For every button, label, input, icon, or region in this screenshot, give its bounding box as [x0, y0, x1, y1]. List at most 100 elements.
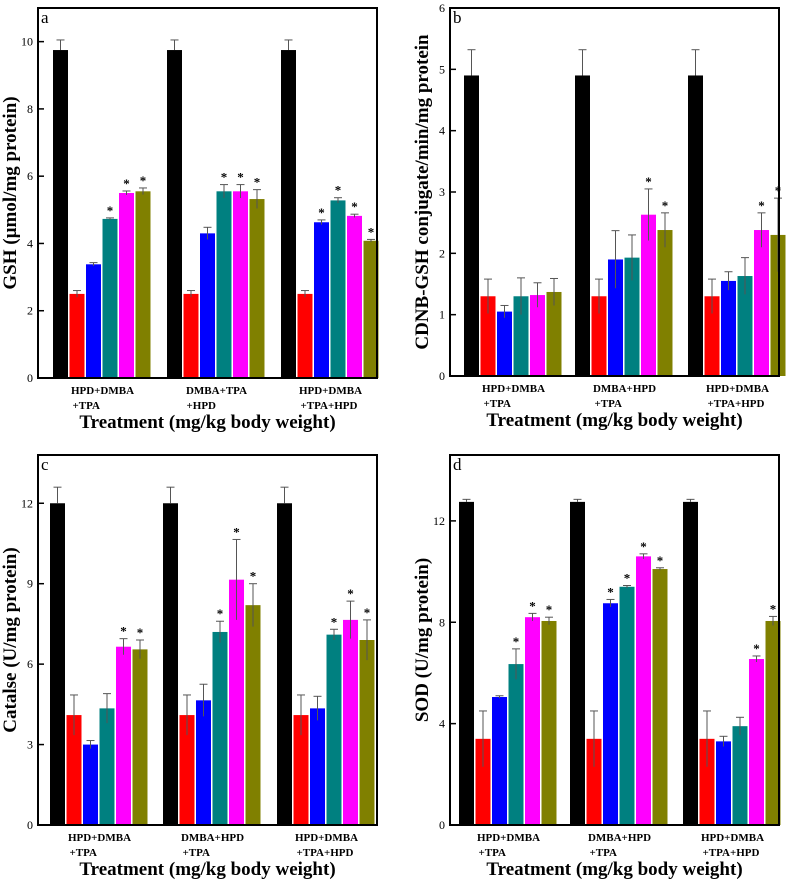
y-axis-title: GSH (µmol/mg protein) [0, 96, 21, 289]
x-axis-title: Treatment (mg/kg body weight) [79, 412, 335, 433]
bar [116, 646, 131, 825]
bar [183, 293, 199, 378]
bar [704, 296, 720, 376]
bar [688, 75, 703, 376]
bar [513, 296, 529, 376]
bar [83, 744, 98, 825]
category-label: +TPA [183, 847, 211, 859]
bar [525, 617, 540, 825]
bar [102, 218, 118, 378]
bar [749, 659, 764, 825]
bar [363, 240, 379, 378]
panel-d: * * * * * * * * * 0 4 8 12 HPD+DMBA +TPA DMBA+HPD +TPA HP… [412, 454, 781, 880]
bar [212, 631, 228, 825]
category-label: HPD+DMBA [482, 383, 545, 395]
category-label: DMBA+HPD [181, 832, 244, 844]
bar [314, 222, 329, 378]
significance-star: * [364, 605, 371, 620]
bar [636, 556, 651, 825]
bar [330, 200, 346, 378]
bar [66, 715, 82, 825]
significance-star: * [513, 634, 520, 649]
y-axis-title: CDNB-GSH conjugate/min/mg protein [412, 34, 433, 350]
bar [53, 50, 68, 378]
y-tick-label: 3 [439, 185, 445, 199]
significance-star: * [140, 173, 147, 188]
significance-star: * [758, 198, 765, 213]
bar [459, 501, 474, 825]
bar [50, 503, 65, 825]
category-label: +TPA [73, 400, 101, 412]
significance-star: * [368, 224, 375, 239]
bar [245, 605, 261, 825]
significance-star: * [217, 606, 224, 621]
bar [464, 75, 479, 376]
bar [754, 230, 769, 376]
y-tick-label: 3 [27, 738, 33, 752]
significance-star: * [640, 539, 647, 554]
y-tick-label: 12 [433, 514, 445, 528]
bar [99, 708, 115, 825]
y-tick-label: 2 [27, 304, 33, 318]
category-label: +TPA+HPD [703, 847, 760, 859]
panel-label: b [453, 8, 462, 27]
y-axis-title: SOD (U/mg protein) [412, 558, 433, 722]
bar [652, 569, 668, 825]
category-label: +TPA+HPD [301, 400, 358, 412]
category-label: +TPA [484, 398, 512, 410]
y-tick-label: 5 [439, 62, 445, 76]
significance-star: * [529, 598, 536, 613]
bar [475, 738, 491, 825]
bar [277, 503, 292, 825]
panel-a: * * * * * * * * * * 0 2 4 6 8 10 HPD+DMBA +TPA DMBA+TPA +HP… [0, 7, 379, 433]
plot-frame [37, 454, 378, 826]
y-tick-label: 4 [439, 717, 445, 731]
y-axis-title: Catalse (U/mg protein) [0, 547, 21, 732]
y-tick-label: 0 [439, 818, 445, 832]
y-tick-label: 6 [27, 657, 33, 671]
significance-star: * [347, 586, 354, 601]
category-label: +TPA [590, 847, 618, 859]
category-label: HPD+DMBA [477, 832, 540, 844]
bar [570, 501, 585, 825]
category-label: +TPA [479, 847, 507, 859]
bar [586, 738, 602, 825]
significance-star: * [250, 569, 257, 584]
bar [132, 649, 148, 825]
significance-star: * [318, 205, 325, 220]
y-tick-label: 9 [27, 577, 33, 591]
bar [281, 50, 296, 378]
category-label: DMBA+TPA [186, 385, 247, 397]
bar [603, 603, 618, 825]
category-label: DMBA+HPD [593, 383, 656, 395]
bar [119, 193, 134, 378]
bar [641, 214, 656, 376]
bar [497, 311, 512, 376]
bar [575, 75, 590, 376]
category-label: HPD+DMBA [299, 385, 362, 397]
bar [541, 620, 557, 825]
category-label: +TPA [595, 398, 623, 410]
y-tick-label: 0 [27, 818, 33, 832]
significance-star: * [753, 641, 760, 656]
bar [135, 191, 151, 378]
x-axis-title: Treatment (mg/kg body weight) [79, 859, 335, 880]
significance-star: * [331, 614, 338, 629]
bar [229, 579, 244, 825]
bar [359, 640, 375, 825]
bar [492, 697, 507, 825]
bar [657, 230, 673, 376]
panel-c: * * * * * * * * 0 3 6 9 12 HPD+DMBA +TPA DMBA+HPD +TPA HP… [0, 454, 378, 880]
y-tick-label: 12 [21, 496, 33, 510]
y-tick-label: 0 [27, 371, 33, 385]
plot-frame [449, 454, 780, 826]
bar [347, 215, 362, 378]
bar [196, 700, 211, 825]
y-tick-label: 4 [439, 124, 445, 138]
bar [619, 586, 635, 825]
bar [310, 708, 325, 825]
y-tick-label: 8 [439, 615, 445, 629]
significance-star: * [351, 199, 358, 214]
